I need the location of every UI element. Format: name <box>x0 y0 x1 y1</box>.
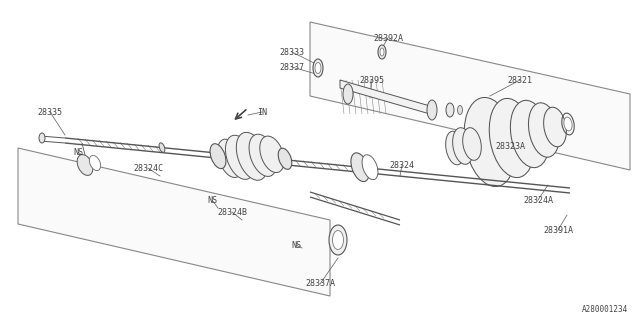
Ellipse shape <box>210 144 226 169</box>
Text: 28321: 28321 <box>508 76 532 84</box>
Ellipse shape <box>543 107 566 147</box>
Text: 28324B: 28324B <box>217 207 247 217</box>
Ellipse shape <box>343 84 353 104</box>
Ellipse shape <box>218 139 243 178</box>
Ellipse shape <box>333 230 344 250</box>
Text: 28324: 28324 <box>390 161 415 170</box>
Ellipse shape <box>278 148 292 169</box>
Ellipse shape <box>564 117 572 131</box>
Text: NS: NS <box>291 241 301 250</box>
Text: NS: NS <box>73 148 83 156</box>
Text: 28392A: 28392A <box>373 34 403 43</box>
Ellipse shape <box>315 62 321 74</box>
Ellipse shape <box>489 99 535 178</box>
Text: 28337A: 28337A <box>305 279 335 289</box>
Text: A280001234: A280001234 <box>582 305 628 314</box>
Ellipse shape <box>313 59 323 77</box>
Ellipse shape <box>427 100 437 120</box>
Ellipse shape <box>77 155 93 175</box>
Text: 28391A: 28391A <box>543 226 573 235</box>
Ellipse shape <box>458 106 463 115</box>
Ellipse shape <box>260 136 284 172</box>
Text: 28324A: 28324A <box>523 196 553 204</box>
Ellipse shape <box>445 131 465 165</box>
Ellipse shape <box>249 134 277 176</box>
Ellipse shape <box>225 135 255 180</box>
Ellipse shape <box>510 100 550 168</box>
Text: NS: NS <box>207 196 217 204</box>
Ellipse shape <box>464 98 516 187</box>
Ellipse shape <box>159 143 165 152</box>
Text: 28335: 28335 <box>38 108 63 116</box>
Ellipse shape <box>236 132 268 180</box>
Text: IN: IN <box>257 108 267 116</box>
Polygon shape <box>340 80 430 114</box>
Ellipse shape <box>39 133 45 143</box>
Text: 28323A: 28323A <box>495 141 525 150</box>
Text: 28395: 28395 <box>360 76 385 84</box>
Ellipse shape <box>351 153 369 181</box>
Ellipse shape <box>329 225 347 255</box>
Ellipse shape <box>446 103 454 117</box>
Ellipse shape <box>90 156 100 171</box>
Text: 28337: 28337 <box>280 62 305 71</box>
Text: 28324C: 28324C <box>133 164 163 172</box>
Ellipse shape <box>362 155 378 180</box>
Polygon shape <box>310 22 630 170</box>
Ellipse shape <box>452 128 474 164</box>
Ellipse shape <box>463 128 481 160</box>
Text: 28333: 28333 <box>280 47 305 57</box>
Polygon shape <box>18 148 330 296</box>
Ellipse shape <box>378 45 386 59</box>
Ellipse shape <box>380 48 384 56</box>
Ellipse shape <box>529 103 559 157</box>
